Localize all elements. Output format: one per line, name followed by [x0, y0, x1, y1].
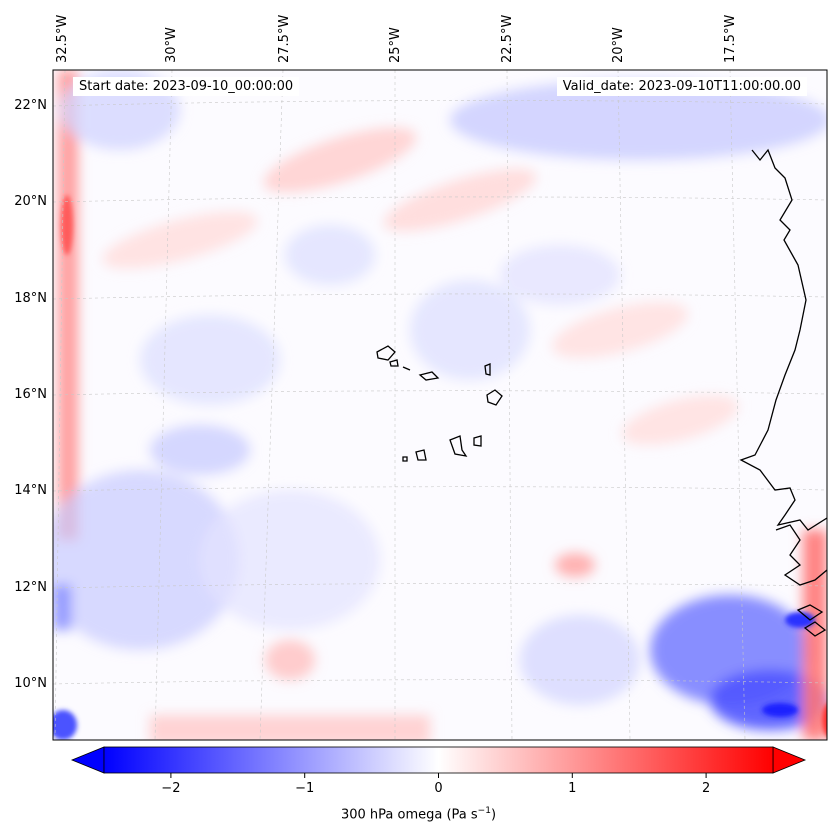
colorbar-tick-label: −1	[295, 781, 315, 796]
colorbar-title: 300 hPa omega (Pa s−1)	[0, 806, 837, 822]
longitude-label: 30°W	[164, 27, 179, 63]
colorbar-tick-label: 2	[701, 781, 711, 796]
colorbar-tick-label: −2	[161, 781, 181, 796]
colorbar-title-end: )	[490, 807, 497, 823]
colorbar-low-extension	[70, 746, 105, 774]
map-frame	[52, 69, 828, 741]
longitude-label: 32.5°W	[55, 14, 70, 63]
colorbar-title-main: 300 hPa omega (Pa s	[340, 807, 478, 823]
latitude-label: 10°N	[14, 676, 47, 691]
latitude-label: 16°N	[14, 387, 47, 402]
start-date-label: Start date: 2023-09-10_00:00:00	[73, 77, 300, 96]
latitude-label: 20°N	[14, 194, 47, 209]
longitude-label: 27.5°W	[277, 14, 292, 63]
longitude-label: 20°W	[611, 27, 626, 63]
colorbar-title-exponent: −1	[477, 806, 491, 816]
latitude-label: 14°N	[14, 483, 47, 498]
longitude-label: 17.5°W	[723, 14, 738, 63]
colorbar-tick-label: 1	[568, 781, 577, 796]
omega-field	[53, 70, 827, 740]
latitude-label: 18°N	[14, 291, 47, 306]
longitude-label: 25°W	[388, 27, 403, 63]
colorbar	[70, 746, 807, 778]
latitude-label: 12°N	[14, 580, 47, 595]
latitude-label: 22°N	[14, 98, 47, 113]
valid-date-label: Valid_date: 2023-09-10T11:00:00.00	[556, 77, 807, 96]
graticule	[53, 70, 827, 740]
colorbar-high-extension	[772, 746, 807, 774]
longitude-label: 22.5°W	[500, 14, 515, 63]
coastline	[376, 148, 827, 637]
colorbar-gradient	[103, 746, 774, 774]
colorbar-tick-label: 0	[434, 781, 443, 796]
